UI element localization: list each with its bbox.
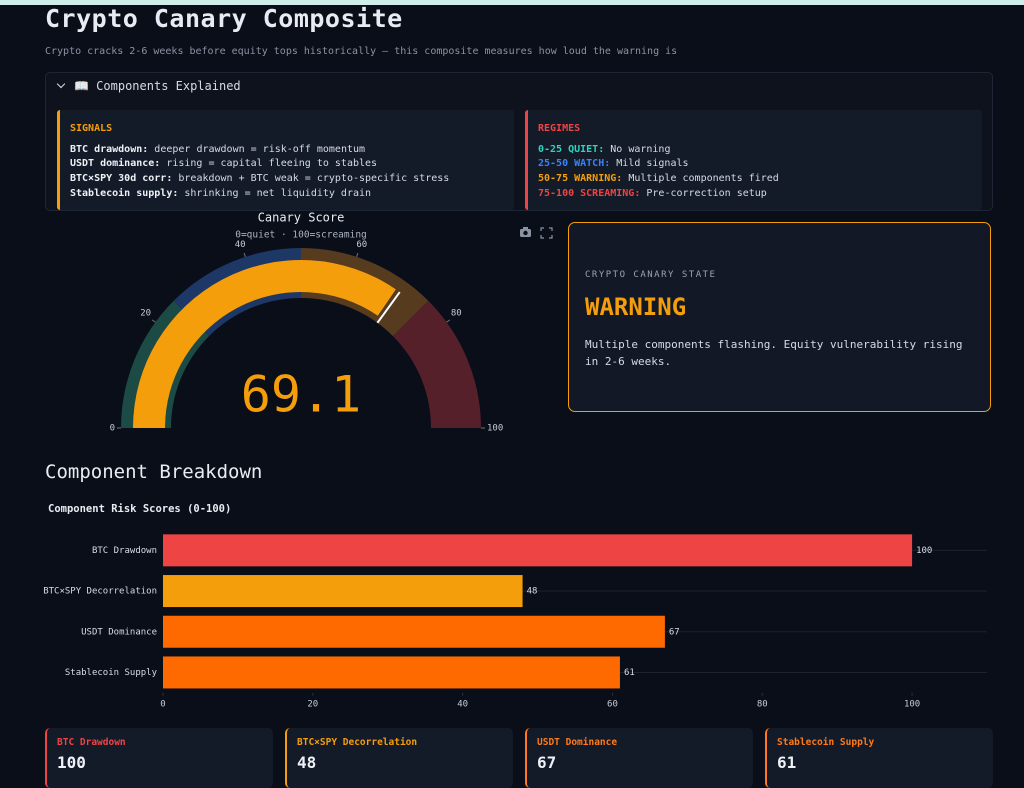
- y-tick-label: USDT Dominance: [81, 627, 157, 637]
- chevron: [56, 79, 66, 89]
- panel-title: REGIMES: [538, 123, 581, 134]
- bar: [163, 656, 620, 689]
- gauge-tick-label: 100: [487, 424, 503, 434]
- list-item: BTC drawdown: deeper drawdown = risk-off…: [70, 143, 504, 158]
- y-tick-label: BTC Drawdown: [92, 546, 157, 556]
- gauge-threshold: [376, 291, 401, 324]
- state-label: CRYPTO CANARY STATE: [585, 270, 717, 280]
- gauge-title: Canary Score: [258, 212, 345, 225]
- bar: [163, 615, 665, 648]
- toggle-label: 📖 Components Explained: [74, 79, 241, 93]
- y-tick-label: BTC×SPY Decorrelation: [43, 587, 157, 597]
- gauge-tick-label: 40: [235, 240, 246, 250]
- gauge-subtitle: 0=quiet · 100=screaming: [235, 230, 367, 241]
- state-description: Multiple components flashing. Equity vul…: [585, 338, 963, 368]
- regimes-list: 0-25 QUIET: No warning 25-50 WATCH: Mild …: [538, 143, 972, 202]
- item-key: 25-50 WATCH:: [538, 158, 611, 170]
- gauge-tick-label: 80: [451, 308, 462, 318]
- signals-panel: SIGNALS BTC drawdown: deeper drawdown = …: [57, 110, 514, 210]
- metric-card: Stablecoin Supply 61: [765, 728, 993, 788]
- card-label: BTC×SPY Decorrelation: [297, 737, 418, 748]
- explainer-toggle[interactable]: 📖 Components Explained: [56, 79, 241, 93]
- gauge-tick-label: 20: [140, 308, 151, 318]
- item-text: rising = capital fleeing to stables: [160, 158, 378, 170]
- item-text: Pre-correction setup: [640, 187, 767, 199]
- list-item: Stablecoin supply: shrinking = net liqui…: [70, 187, 504, 202]
- gauge-tick-label: 60: [356, 240, 367, 250]
- regimes-panel: REGIMES 0-25 QUIET: No warning 25-50 WATC…: [525, 110, 982, 210]
- item-key: 50-75 WARNING:: [538, 173, 623, 185]
- section-title: Component Breakdown: [45, 461, 263, 483]
- signals-list: BTC drawdown: deeper drawdown = risk-off…: [70, 143, 504, 202]
- page-title: Crypto Canary Composite: [45, 4, 403, 33]
- item-text: deeper drawdown = risk-off momentum: [148, 143, 366, 155]
- fullscreen-icon[interactable]: [540, 227, 553, 239]
- bar-chart: Component Risk Scores (0-100) 0 20 40 60 80 1…: [43, 503, 987, 710]
- gauge-value: 69.1: [241, 366, 361, 424]
- list-item: USDT dominance: rising = capital fleeing…: [70, 157, 504, 172]
- item-key: USDT dominance:: [70, 158, 161, 170]
- state-level: WARNING: [585, 293, 687, 321]
- item-key: BTC×SPY 30d corr:: [70, 173, 173, 185]
- item-text: breakdown + BTC weak = crypto-specific s…: [172, 173, 450, 185]
- list-item: BTC×SPY 30d corr: breakdown + BTC weak =…: [70, 172, 504, 187]
- card-value: 100: [57, 753, 86, 772]
- panel-title: SIGNALS: [70, 123, 113, 134]
- item-text: shrinking = net liquidity drain: [178, 187, 372, 199]
- x-tick-label: 100: [904, 700, 920, 710]
- card-value: 48: [297, 753, 317, 772]
- list-item: 50-75 WARNING: Multiple components fired: [538, 172, 972, 187]
- state-card: CRYPTO CANARY STATE WARNING Multiple com…: [568, 222, 991, 412]
- camera-icon[interactable]: [520, 227, 531, 237]
- bar: [163, 575, 523, 608]
- list-item: 25-50 WATCH: Mild signals: [538, 157, 972, 172]
- x-tick-label: 0: [160, 700, 165, 710]
- x-tick-label: 20: [307, 700, 318, 710]
- item-text: No warning: [604, 143, 671, 155]
- value-label: 61: [624, 668, 635, 678]
- item-key: Stablecoin supply:: [70, 187, 179, 199]
- top-strip: [0, 0, 1024, 5]
- gauge-tick: [356, 252, 359, 257]
- card-value: 61: [777, 753, 797, 772]
- bar: [163, 534, 913, 567]
- gauge-tick-label: 0: [110, 424, 115, 434]
- gauge-chart: Canary Score 0=quiet · 100=screaming 0 20…: [110, 212, 553, 434]
- item-key: BTC drawdown:: [70, 143, 149, 155]
- gauge-tick: [151, 319, 156, 323]
- x-tick-label: 40: [457, 700, 468, 710]
- chart-title: Component Risk Scores (0-100): [48, 503, 231, 515]
- card-label: BTC Drawdown: [57, 737, 126, 748]
- value-label: 100: [916, 546, 932, 556]
- list-item: 75-100 SCREAMING: Pre-correction setup: [538, 187, 972, 202]
- gauge-bar: [133, 259, 396, 428]
- item-key: 0-25 QUIET:: [538, 143, 605, 155]
- value-label: 48: [527, 587, 538, 597]
- gauge-tick: [243, 252, 246, 257]
- y-tick-label: Stablecoin Supply: [65, 668, 158, 678]
- metric-card: BTC Drawdown 100: [45, 728, 273, 788]
- x-tick-label: 60: [607, 700, 618, 710]
- x-tick-label: 80: [757, 700, 768, 710]
- explainer: 📖 Components Explained SIGNALS BTC drawd…: [45, 72, 993, 211]
- item-text: Multiple components fired: [622, 173, 779, 185]
- card-value: 67: [537, 753, 557, 772]
- page-subtitle: Crypto cracks 2-6 weeks before equity to…: [45, 46, 678, 57]
- gauge-step: [392, 300, 482, 428]
- metric-card: BTC×SPY Decorrelation 48: [285, 728, 513, 788]
- card-label: USDT Dominance: [537, 737, 618, 748]
- list-item: 0-25 QUIET: No warning: [538, 143, 972, 158]
- item-text: Mild signals: [610, 158, 689, 170]
- item-key: 75-100 SCREAMING:: [538, 187, 641, 199]
- metric-card: USDT Dominance 67: [525, 728, 753, 788]
- card-label: Stablecoin Supply: [777, 737, 875, 748]
- value-label: 67: [669, 627, 680, 637]
- gauge-tick: [446, 319, 451, 323]
